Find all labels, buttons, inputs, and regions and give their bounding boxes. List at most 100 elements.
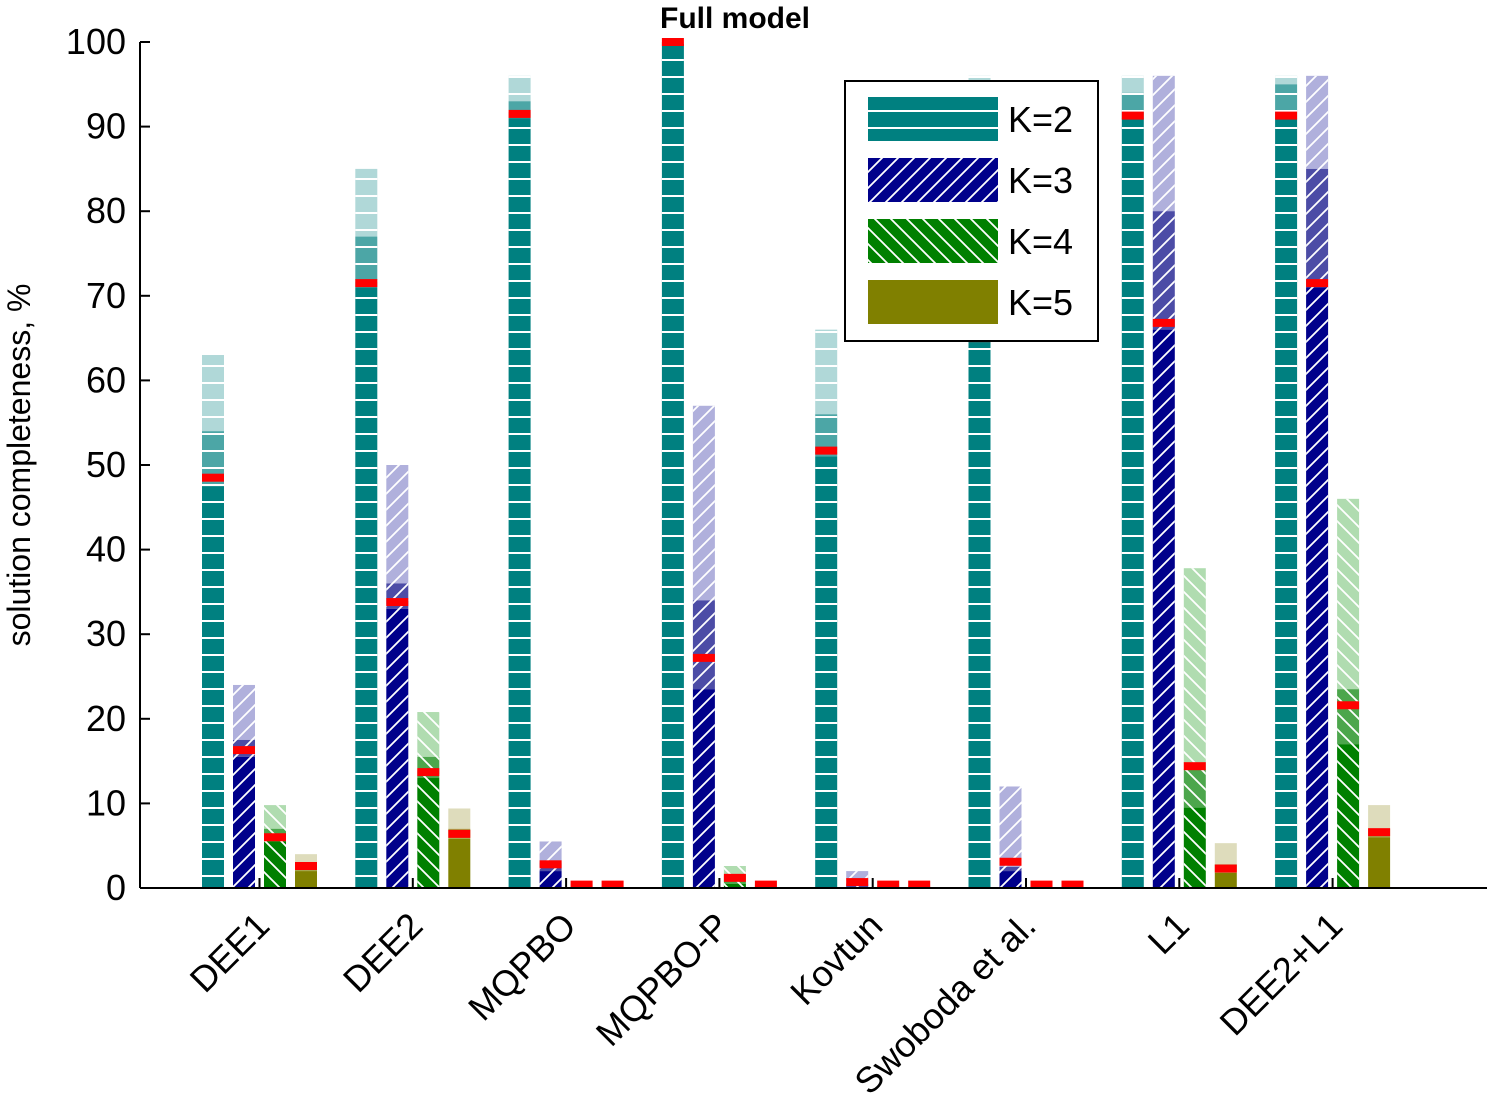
y-tick-label: 40 xyxy=(86,529,126,570)
bar-kovtun-k-5 xyxy=(908,880,931,889)
bar-dee2-k-4 xyxy=(417,712,440,888)
x-tick-label: DEE2 xyxy=(335,905,430,1000)
bar-mqpbo-p-k-2 xyxy=(661,38,684,888)
y-tick-label: 100 xyxy=(66,21,126,62)
bar-hatch xyxy=(508,75,531,889)
bar-l1-k-4 xyxy=(1183,568,1206,888)
y-tick-label: 90 xyxy=(86,106,126,147)
bar-dee2-k-5 xyxy=(448,808,471,888)
bar-hatch xyxy=(999,786,1022,888)
bar-marker xyxy=(1337,701,1360,710)
bar-mqpbo-p-k-5 xyxy=(754,880,777,889)
bar-l1-k-3 xyxy=(1152,75,1175,889)
bar-marker xyxy=(661,38,684,46)
bar-mqpbo-k-3 xyxy=(539,841,562,888)
legend-item-k-4: K=4 xyxy=(868,219,1073,263)
bar-mqpbo-k-5 xyxy=(601,880,624,889)
bar-marker xyxy=(539,860,562,869)
x-tick-label: MQPBO-P xyxy=(588,905,737,1054)
bar-hatch xyxy=(202,355,224,888)
bar-marker xyxy=(386,598,409,607)
bar-marker xyxy=(846,878,869,887)
bar-marker xyxy=(692,653,715,662)
legend-swatch-hatch xyxy=(868,158,998,202)
x-tick-label: MQPBO xyxy=(460,905,584,1029)
x-tick-label: Kovtun xyxy=(782,905,890,1013)
bar-marker xyxy=(1121,111,1144,120)
bar-dee2-l1-k-3 xyxy=(1306,75,1329,889)
bar-marker xyxy=(1152,318,1175,327)
bar-hatch xyxy=(355,168,378,888)
bar-l1-k-5 xyxy=(1214,843,1237,888)
x-tick-label: DEE2+L1 xyxy=(1212,905,1351,1044)
bar-marker xyxy=(1214,864,1237,873)
bar-kovtun-k-4 xyxy=(877,880,900,889)
bar-marker xyxy=(601,880,624,889)
bar-hatch xyxy=(264,805,286,888)
bar-mqpbo-p-k-4 xyxy=(723,866,746,888)
bar-segment-upper xyxy=(1368,805,1391,829)
bar-hatch xyxy=(386,465,409,888)
y-tick-label: 80 xyxy=(86,190,126,231)
bar-kovtun-k-2 xyxy=(815,329,838,888)
bar-hatch xyxy=(1306,75,1329,889)
legend-label: K=3 xyxy=(1008,160,1073,201)
legend-label: K=5 xyxy=(1008,282,1073,323)
bar-hatch xyxy=(1183,568,1206,888)
bars xyxy=(202,38,1391,889)
bar-marker xyxy=(570,880,593,889)
y-axis-label: solution completeness, % xyxy=(1,284,37,647)
legend-label: K=2 xyxy=(1008,99,1073,140)
bar-dee2-l1-k-4 xyxy=(1337,498,1360,888)
bar-dee2-l1-k-2 xyxy=(1275,75,1298,889)
bar-segment-lower xyxy=(295,871,317,888)
bar-swoboda-et-al-k-5 xyxy=(1061,880,1084,889)
y-tick-label: 70 xyxy=(86,275,126,316)
bar-marker xyxy=(355,279,378,288)
bar-hatch xyxy=(417,712,440,888)
bar-segment-lower xyxy=(448,838,471,888)
y-tick-label: 60 xyxy=(86,359,126,400)
bar-hatch xyxy=(1152,75,1175,889)
bar-dee2-k-2 xyxy=(355,168,378,889)
bar-swoboda-et-al-k-3 xyxy=(999,786,1022,888)
axes xyxy=(139,42,1487,889)
bar-marker xyxy=(877,880,900,889)
bar-hatch xyxy=(1121,75,1144,889)
legend-swatch-hatch xyxy=(868,97,998,141)
bar-marker xyxy=(754,880,777,889)
bar-dee1-k-4 xyxy=(264,805,286,888)
bar-marker xyxy=(1275,111,1298,120)
legend-swatch xyxy=(868,280,998,324)
x-tick-label: L1 xyxy=(1140,905,1197,962)
bar-marker xyxy=(1183,762,1206,771)
bar-hatch xyxy=(815,329,838,888)
bar-marker xyxy=(448,829,471,838)
y-tick-label: 30 xyxy=(86,613,126,654)
bar-dee1-k-3 xyxy=(233,684,255,888)
legend-label: K=4 xyxy=(1008,221,1073,262)
bar-segment-lower xyxy=(1368,837,1391,888)
bar-l1-k-2 xyxy=(1121,75,1144,889)
y-tick-label: 50 xyxy=(86,444,126,485)
bar-marker xyxy=(508,109,531,118)
bar-marker xyxy=(233,746,255,755)
bar-marker xyxy=(1368,828,1391,837)
bar-segment-upper xyxy=(448,808,471,829)
legend-item-k-5: K=5 xyxy=(868,280,1073,324)
bar-marker xyxy=(1030,880,1053,889)
bar-dee1-k-5 xyxy=(295,854,317,888)
bar-marker xyxy=(723,873,746,882)
bar-mqpbo-k-2 xyxy=(508,75,531,889)
y-axis-ticks: 0 10 20 30 40 50 60 70 80 90 100 xyxy=(66,21,150,908)
legend-item-k-3: K=3 xyxy=(868,158,1073,202)
bar-mqpbo-k-4 xyxy=(570,880,593,889)
chart-title: Full model xyxy=(660,2,810,35)
bar-marker xyxy=(295,862,317,871)
bar-hatch xyxy=(692,405,715,888)
legend-item-k-2: K=2 xyxy=(868,97,1073,141)
bar-hatch xyxy=(1275,75,1298,889)
bar-mqpbo-p-k-3 xyxy=(692,405,715,888)
bar-marker xyxy=(1306,279,1329,288)
